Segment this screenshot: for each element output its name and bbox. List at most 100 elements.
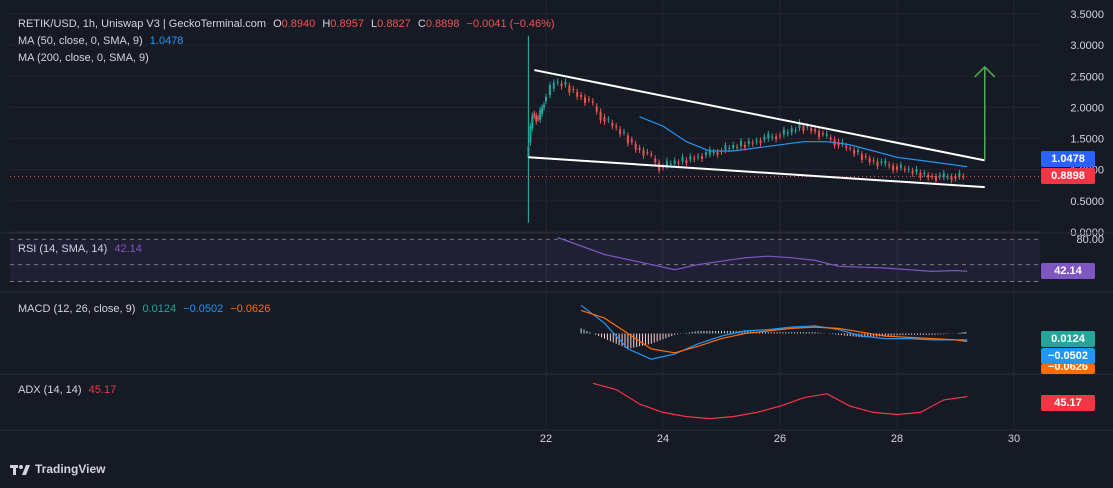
rsi-value: 42.14 (114, 243, 142, 255)
macd-signal-line (580, 309, 968, 354)
candle-body (751, 142, 754, 144)
low-label: L (371, 18, 378, 30)
candle-body (654, 158, 657, 163)
candle-body (669, 163, 672, 165)
candle-body (662, 166, 664, 168)
candle-body (868, 158, 871, 163)
candle-body (857, 150, 859, 153)
candle-body (915, 169, 918, 172)
candle-body (685, 160, 688, 164)
candle-body (599, 111, 602, 121)
candle-body (736, 146, 739, 148)
macd-line (580, 304, 968, 360)
trendline-1 (534, 69, 985, 162)
low-value: 0.8827 (377, 18, 411, 30)
candle-body (580, 94, 583, 98)
candle-body (533, 113, 536, 116)
candle-body (954, 176, 957, 179)
price-tick-label: 3.5000 (1070, 9, 1104, 21)
rsi-line (557, 236, 968, 273)
candle-body (821, 133, 824, 135)
candle-body (701, 156, 703, 159)
x-tick-label: 22 (540, 433, 552, 445)
candle-body (790, 128, 793, 133)
candle-body (880, 161, 883, 163)
tradingview-name: TradingView (35, 462, 106, 476)
rsi-label: RSI (14, SMA, 14) (18, 243, 108, 255)
candle-body (537, 117, 540, 119)
ma50-value: 1.0478 (149, 35, 184, 47)
rsi-tick-label: 80.00 (1076, 234, 1104, 246)
rsi-tag: 42.14 (1041, 263, 1095, 279)
candle-body (689, 156, 692, 160)
candle-body (942, 173, 945, 178)
candle-body (572, 88, 575, 90)
candle-body (763, 136, 766, 140)
candle-body (806, 126, 809, 128)
target-arrow-head (974, 65, 996, 78)
candle-body (545, 96, 547, 102)
candle-body (677, 162, 680, 164)
candle-body (539, 109, 542, 120)
candle-body (626, 135, 629, 144)
candle-body (611, 123, 614, 127)
candle-body (634, 143, 637, 150)
tradingview-icon (10, 463, 30, 475)
candle-body (615, 126, 618, 128)
candle-body (798, 122, 801, 129)
candle-body (818, 131, 820, 138)
candle-body (747, 140, 750, 144)
candle-body (529, 126, 532, 143)
candle-body (771, 136, 774, 138)
candle-body (576, 91, 579, 97)
trendline-2 (528, 156, 985, 189)
candle-body (619, 129, 622, 135)
candle-body (938, 175, 941, 177)
x-tick-label: 24 (657, 433, 669, 445)
candle-body (728, 147, 731, 149)
close-value: 0.8898 (425, 18, 460, 30)
candle-body (697, 156, 700, 158)
candle-body (794, 130, 797, 132)
candle-body (845, 145, 848, 148)
candle-body (673, 160, 676, 164)
high-label: H (322, 18, 331, 30)
candle-body (743, 144, 746, 148)
x-tick-label: 28 (891, 433, 903, 445)
close-label: C (417, 18, 426, 30)
ma200-label: MA (200, close, 0, SMA, 9) (18, 52, 149, 64)
header-legend: RETIK/USD, 1h, Uniswap V3 | GeckoTermina… (18, 17, 559, 31)
adx-line (592, 382, 968, 420)
ma50-price-tag: 1.0478 (1041, 151, 1095, 167)
candle-body (962, 176, 965, 178)
candle-body (531, 115, 534, 129)
symbol-title: RETIK/USD, 1h, Uniswap V3 | GeckoTermina… (18, 18, 266, 30)
adx-value: 45.17 (88, 384, 117, 396)
candle-body (903, 168, 906, 170)
macd-legend: MACD (12, 26, close, 9) 0.0124 −0.0502 −… (18, 302, 274, 316)
candle-body (931, 175, 934, 177)
candle-body (810, 128, 813, 132)
x-tick-label: 26 (774, 433, 786, 445)
candle-body (712, 152, 715, 154)
candle-body (946, 176, 949, 178)
candle-body (919, 172, 922, 178)
ma50-label: MA (50, close, 0, SMA, 9) (18, 35, 143, 47)
candle-body (681, 156, 684, 162)
candle-body (543, 104, 546, 108)
tradingview-logo[interactable]: TradingView (10, 462, 105, 476)
candle-body (958, 172, 961, 177)
candle-body (896, 166, 898, 170)
macd-hist-value: 0.0124 (142, 303, 177, 315)
candle-body (786, 132, 789, 134)
candle-body (568, 85, 571, 93)
macd-hist-tag: 0.0124 (1041, 331, 1095, 347)
price-tick-label: 0.5000 (1070, 196, 1104, 208)
candle-body (782, 129, 785, 135)
candle-body (911, 170, 914, 174)
candle-body (642, 149, 645, 156)
candle-body (927, 174, 930, 178)
candle-body (864, 156, 867, 158)
candle-body (591, 101, 594, 103)
